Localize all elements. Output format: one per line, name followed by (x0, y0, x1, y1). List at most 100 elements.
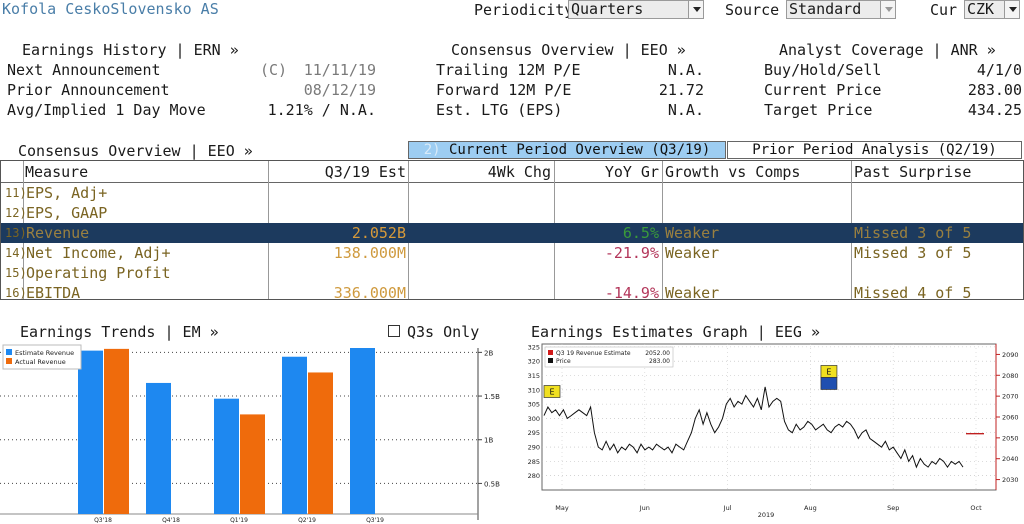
earnings-estimates-graph-title[interactable]: Earnings Estimates Graph | EEG » (531, 323, 820, 341)
bar-estimate-revenue (282, 356, 307, 514)
chart-legend: Q3 19 Revenue Estimate 2052.00 Price 283.00 (544, 346, 674, 368)
legend-box (544, 346, 674, 368)
right-tick-label: 2060 (1002, 414, 1019, 422)
currency-select[interactable]: CZK (964, 0, 1020, 19)
prior-announcement-label: Prior Announcement (7, 81, 170, 99)
right-tick-label: 2050 (1002, 434, 1019, 442)
q3s-only-checkbox[interactable] (388, 325, 400, 337)
left-tick-label: 300 (528, 415, 540, 423)
row-number: 11) (5, 186, 27, 200)
tab-current-period[interactable]: 2) Current Period Overview (Q3/19) (408, 141, 726, 159)
implied-move-label: Avg/Implied 1 Day Move (7, 101, 206, 119)
left-tick-label: 290 (528, 444, 540, 452)
table-row[interactable]: 15) Operating Profit (1, 263, 1023, 283)
column-header-past-surprise[interactable]: Past Surprise (854, 163, 972, 181)
column-header-4wk-change[interactable]: 4Wk Chg (487, 163, 551, 181)
consensus-section-title[interactable]: Consensus Overview | EEO » (18, 142, 253, 160)
x-tick-label: Q3'19 (366, 517, 384, 524)
estimate-cell: 138.000M (333, 244, 406, 262)
legend-box (2, 344, 82, 370)
company-name: Kofola CeskoSlovensko AS (2, 0, 219, 18)
right-tick-label: 2090 (1002, 351, 1019, 359)
target-price-label: Target Price (764, 101, 873, 119)
source-value: Standard (789, 0, 862, 18)
year-label: 2019 (758, 511, 775, 519)
measure-cell: EPS, GAAP (26, 204, 108, 222)
ltg-value: N.A. (667, 101, 704, 119)
bar-actual-revenue (240, 414, 265, 514)
row-number: 16) (5, 286, 27, 300)
marker-label: E (549, 388, 554, 397)
tab-current-label: Current Period Overview (Q3/19) (449, 142, 711, 158)
trailing-pe-value: N.A. (667, 61, 704, 79)
marker-label: E (826, 367, 831, 376)
x-tick-label: Oct (970, 504, 982, 512)
legend-label: Estimate Revenue (15, 349, 74, 357)
legend-label: Q3 19 Revenue Estimate (556, 350, 631, 357)
y-tick-label: 1B (484, 437, 493, 445)
measure-cell: Revenue (26, 224, 90, 242)
left-tick-label: 325 (528, 343, 540, 351)
currency-label: Cur (930, 1, 958, 19)
left-tick-label: 280 (528, 472, 540, 480)
tab-prior-period[interactable]: Prior Period Analysis (Q2/19) (727, 141, 1022, 159)
x-tick-label: Jun (639, 504, 650, 512)
analyst-coverage-title[interactable]: Analyst Coverage | ANR » (779, 41, 996, 59)
tab-number: 2) (423, 142, 441, 158)
legend-swatch (6, 349, 12, 355)
x-tick-label: Aug (804, 504, 817, 512)
column-header-measure[interactable]: Measure (25, 163, 89, 181)
table-row[interactable]: 14) Net Income, Adj+ 138.000M -21.9% Wea… (1, 243, 1023, 263)
left-tick-label: 305 (528, 401, 540, 409)
current-price-label: Current Price (764, 81, 882, 99)
left-tick-label: 310 (528, 386, 540, 394)
x-tick-label: Q1'19 (230, 517, 248, 524)
left-tick-label: 320 (528, 358, 540, 366)
y-tick-label: 1.5B (484, 393, 500, 401)
periodicity-select[interactable]: Quarters (568, 0, 704, 19)
current-price-value: 283.00 (967, 81, 1022, 99)
row-number: 12) (5, 206, 27, 220)
table-row[interactable]: 16) EBITDA 336.000M -14.9% Weaker Missed… (1, 283, 1023, 302)
x-tick-label: Q3'18 (94, 517, 112, 524)
table-row-selected[interactable]: 13) Revenue 2.052B 6.5% Weaker Missed 3 … (1, 223, 1023, 243)
bar-estimate-revenue (146, 382, 171, 514)
growth-cell: Weaker (665, 244, 720, 262)
measure-cell: EBITDA (26, 284, 81, 302)
buy-hold-sell-label: Buy/Hold/Sell (764, 61, 882, 79)
forward-pe-label: Forward 12M P/E (436, 81, 572, 99)
chevron-down-icon[interactable] (880, 1, 895, 18)
chevron-down-icon[interactable] (1004, 1, 1019, 18)
right-tick-label: 2080 (1002, 372, 1019, 380)
earnings-estimates-chart: 280 285 290 295 300 305 310 315 320 325 2030 2040 20… (528, 343, 1019, 519)
chevron-down-icon[interactable] (688, 1, 703, 18)
bar-actual-revenue (308, 372, 333, 514)
table-row[interactable]: 11) EPS, Adj+ (1, 183, 1023, 203)
earnings-marker-icon: E (543, 385, 561, 398)
marker-box-blue (820, 377, 838, 390)
column-header-growth-vs-comps[interactable]: Growth vs Comps (665, 163, 801, 181)
earnings-history-title[interactable]: Earnings History | ERN » (22, 41, 239, 59)
surprise-cell: Missed 3 of 5 (854, 244, 972, 262)
yoy-cell: -14.9% (604, 284, 659, 302)
right-tick-label: 2040 (1002, 455, 1019, 463)
row-number: 14) (5, 246, 27, 260)
estimate-cell: 2.052B (351, 224, 406, 242)
yoy-cell: -21.9% (604, 244, 659, 262)
right-tick-label: 2070 (1002, 393, 1019, 401)
earnings-trends-chart: 0.5B 1B 1.5B 2B Q3'18 Q4'18 Q1'19 Q2'19 Q3'19 Est… (0, 344, 500, 524)
table-row[interactable]: 12) EPS, GAAP (1, 203, 1023, 223)
y-tick-label: 0.5B (484, 480, 500, 488)
source-select[interactable]: Standard (786, 0, 896, 19)
implied-move-value: 1.21% / N.A. (267, 101, 376, 119)
measure-cell: EPS, Adj+ (26, 184, 108, 202)
trailing-pe-label: Trailing 12M P/E (436, 61, 581, 79)
earnings-trends-title[interactable]: Earnings Trends | EM » (20, 323, 219, 341)
consensus-overview-title[interactable]: Consensus Overview | EEO » (451, 41, 686, 59)
tab-prior-label: Prior Period Analysis (Q2/19) (752, 142, 997, 158)
column-header-yoy-growth[interactable]: YoY Gr (604, 163, 659, 181)
bar-estimate-revenue (78, 350, 103, 514)
column-header-estimate[interactable]: Q3/19 Est (324, 163, 406, 181)
row-number: 15) (5, 266, 27, 280)
